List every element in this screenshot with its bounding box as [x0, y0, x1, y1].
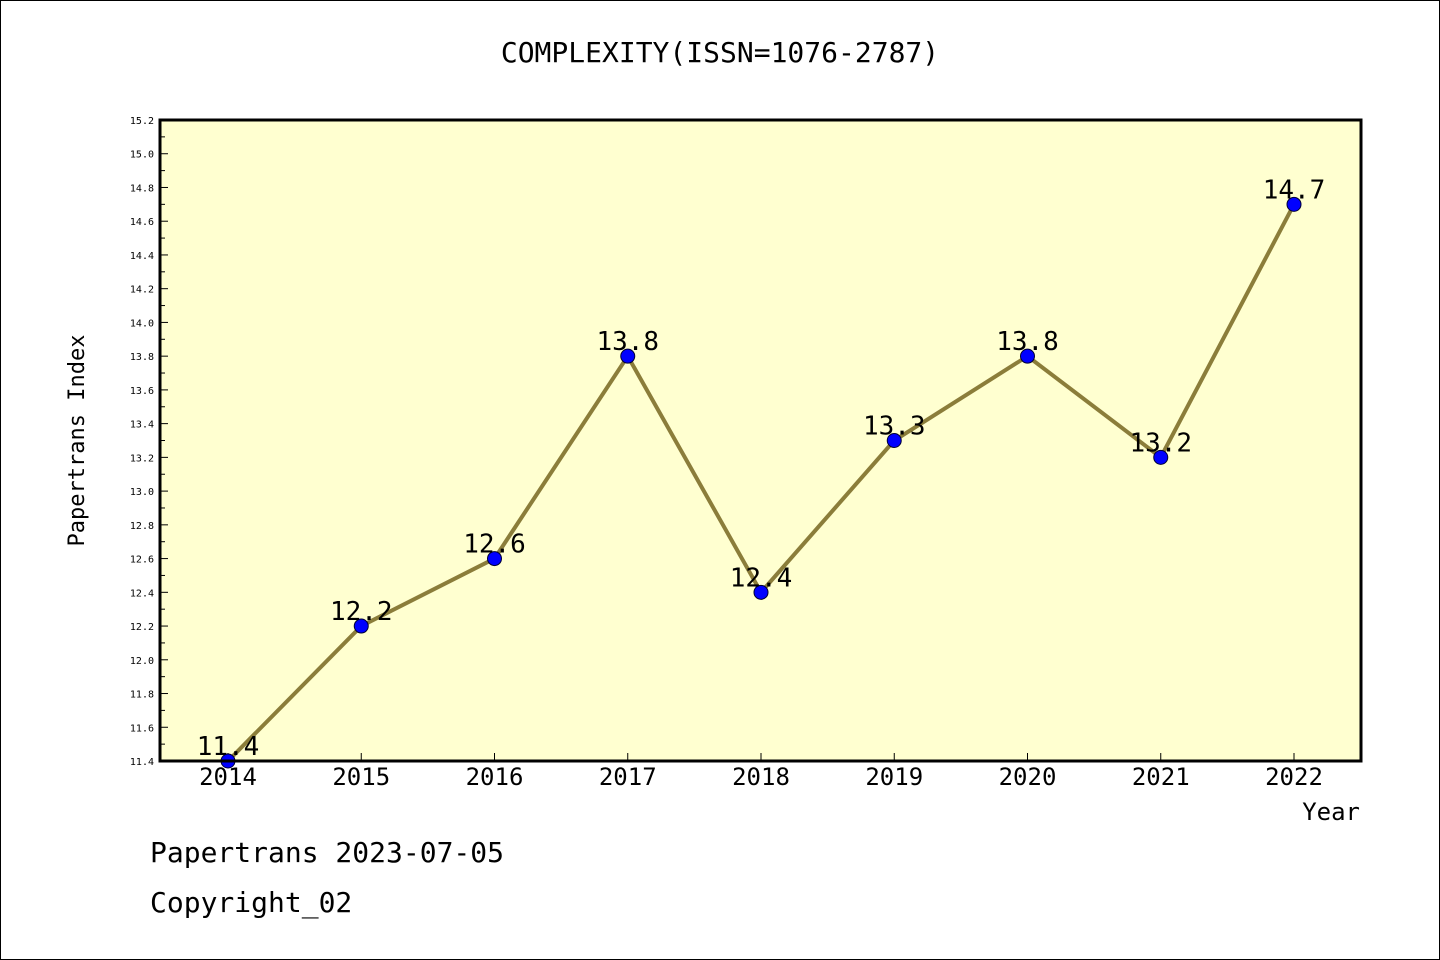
y-tick-label: 13.8 [130, 352, 154, 363]
data-label: 14.7 [1263, 175, 1326, 205]
data-label: 13.8 [596, 327, 659, 357]
y-tick-label: 14.4 [130, 251, 154, 262]
data-label: 13.2 [1129, 428, 1192, 458]
data-point [1153, 449, 1169, 465]
data-point [487, 551, 502, 567]
y-tick-label: 13.0 [130, 487, 154, 498]
y-tick-label: 11.6 [130, 723, 154, 734]
data-label: 12.6 [463, 530, 526, 560]
x-tick-label: 2022 [1265, 763, 1323, 791]
y-tick-label: 12.6 [130, 555, 154, 566]
x-tick-label: 2021 [1132, 763, 1190, 791]
y-tick-label: 15.0 [130, 150, 154, 161]
y-tick-label: 11.4 [130, 757, 154, 768]
x-tick-label: 2019 [865, 763, 923, 791]
chart-title: COMPLEXITY(ISSN=1076-2787) [500, 36, 940, 69]
y-tick-label: 12.0 [130, 656, 154, 667]
data-label: 13.8 [996, 327, 1059, 357]
data-label: 12.4 [730, 563, 793, 593]
data-point [353, 618, 369, 634]
data-point [753, 584, 769, 600]
y-tick-label: 13.6 [130, 386, 154, 397]
y-tick-label: 14.0 [130, 318, 154, 329]
y-tick-label: 11.8 [130, 690, 154, 701]
y-axis-label: Papertrans Index [65, 335, 90, 547]
y-tick-label: 13.4 [130, 420, 154, 431]
plot-border [158, 118, 1363, 763]
plot-area [160, 120, 1361, 761]
y-tick-label: 14.2 [130, 285, 154, 296]
x-tick-label: 2016 [466, 763, 524, 791]
data-point [1286, 196, 1302, 212]
y-tick-label: 12.2 [130, 622, 154, 633]
y-tick-label: 13.2 [130, 453, 154, 464]
x-axis-label: Year [1302, 798, 1360, 826]
footer-copyright: Copyright_02 [150, 886, 353, 919]
data-label: 11.4 [197, 732, 260, 762]
y-tick-label: 14.8 [130, 183, 154, 194]
data-label: 13.3 [863, 412, 926, 442]
x-tick-label: 2015 [332, 763, 390, 791]
y-tick-label: 14.6 [130, 217, 154, 228]
data-point [886, 433, 902, 448]
y-tick-label: 15.2 [130, 116, 154, 127]
x-tick-label: 2018 [732, 763, 790, 791]
y-tick-label: 12.4 [130, 588, 154, 599]
footer-date: Papertrans 2023-07-05 [150, 836, 505, 869]
y-tick-label: 12.8 [130, 521, 154, 532]
data-point [1020, 348, 1035, 364]
data-label: 12.2 [330, 597, 393, 627]
data-point [620, 348, 636, 364]
x-tick-label: 2020 [999, 763, 1057, 791]
x-tick-label: 2017 [599, 763, 657, 791]
